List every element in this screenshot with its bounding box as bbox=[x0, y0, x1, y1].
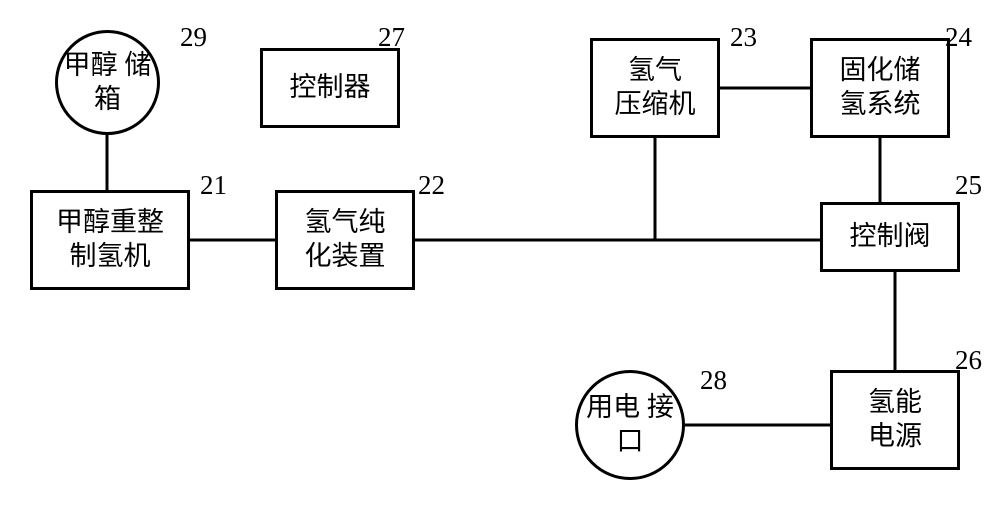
node-power-interface: 用电 接口 bbox=[575, 370, 685, 480]
node-label: 用电 接口 bbox=[578, 391, 682, 459]
node-methanol-tank: 甲醇 储箱 bbox=[55, 30, 160, 135]
ref-label-28: 28 bbox=[700, 365, 727, 396]
ref-label-23: 23 bbox=[730, 22, 757, 53]
node-label: 氢气 压缩机 bbox=[615, 54, 696, 122]
node-label: 固化储 氢系统 bbox=[840, 54, 921, 122]
node-h2-power-supply: 氢能 电源 bbox=[830, 370, 960, 470]
ref-label-25: 25 bbox=[955, 170, 982, 201]
node-label: 控制器 bbox=[290, 71, 371, 105]
node-label: 甲醇 储箱 bbox=[58, 49, 157, 117]
node-control-valve: 控制阀 bbox=[820, 202, 960, 272]
node-solid-h2-storage: 固化储 氢系统 bbox=[810, 38, 950, 138]
node-label: 氢能 电源 bbox=[868, 386, 922, 454]
ref-label-21: 21 bbox=[200, 170, 227, 201]
ref-label-29: 29 bbox=[180, 22, 207, 53]
diagram-canvas: { "style": { "stroke_color": "#000000", … bbox=[0, 0, 1000, 517]
node-label: 控制阀 bbox=[850, 220, 931, 254]
ref-label-24: 24 bbox=[945, 22, 972, 53]
node-methanol-reformer: 甲醇重整 制氢机 bbox=[30, 190, 190, 290]
ref-label-27: 27 bbox=[378, 22, 405, 53]
ref-label-22: 22 bbox=[418, 170, 445, 201]
ref-label-26: 26 bbox=[955, 345, 982, 376]
node-label: 氢气纯 化装置 bbox=[305, 206, 386, 274]
node-hydrogen-compressor: 氢气 压缩机 bbox=[590, 38, 720, 138]
node-label: 甲醇重整 制氢机 bbox=[56, 206, 164, 274]
node-controller: 控制器 bbox=[260, 48, 400, 128]
node-h2-purifier: 氢气纯 化装置 bbox=[275, 190, 415, 290]
